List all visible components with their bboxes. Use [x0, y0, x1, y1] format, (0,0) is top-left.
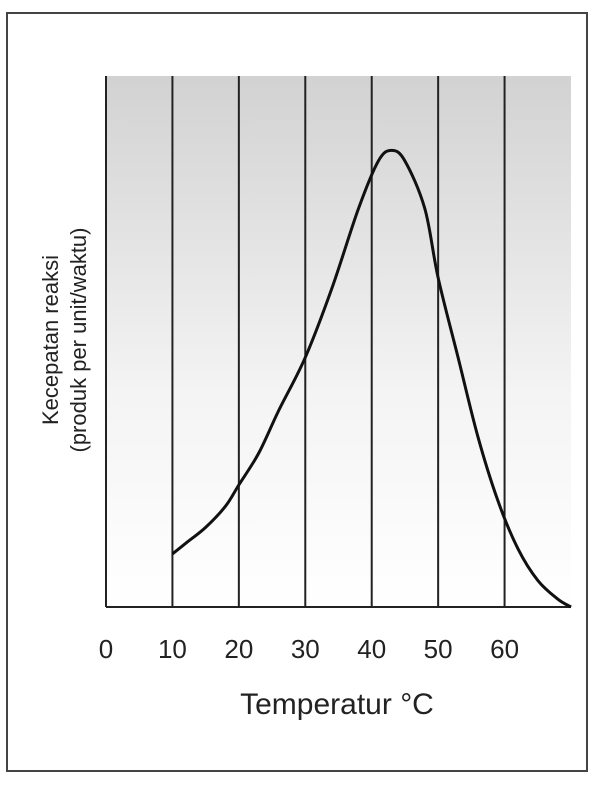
x-axis-label: Temperatur °C: [240, 688, 434, 721]
y-axis-label: Kecepatan reaksi (produk per unit/waktu): [38, 228, 91, 453]
y-axis-label-line2: (produk per unit/waktu): [66, 228, 91, 453]
x-tick-label: 10: [158, 634, 187, 664]
x-tick-label: 50: [424, 634, 453, 664]
x-tick-label: 20: [224, 634, 253, 664]
y-axis-label-line1: Kecepatan reaksi: [38, 255, 63, 425]
x-tick-label: 40: [357, 634, 386, 664]
x-tick-labels: 0 10 20 30 40 50 60: [99, 634, 519, 664]
axes: [105, 76, 571, 608]
x-tick-label: 0: [99, 634, 113, 664]
x-tick-label: 60: [490, 634, 519, 664]
plot-area: [106, 76, 571, 607]
x-tick-label: 30: [291, 634, 320, 664]
series-line: [171, 148, 572, 609]
